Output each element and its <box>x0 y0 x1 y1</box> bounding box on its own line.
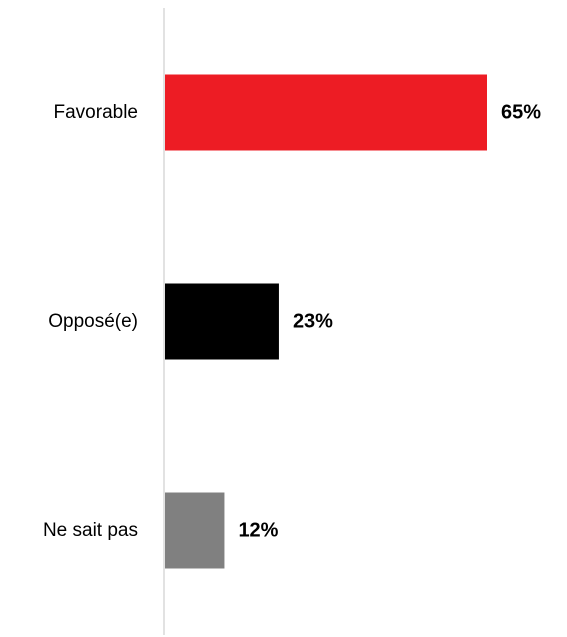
value-label-2: 12% <box>238 520 278 542</box>
bar-0 <box>165 74 487 151</box>
bar-1 <box>165 283 279 360</box>
value-label-0: 65% <box>501 102 541 124</box>
bars-group <box>165 74 487 569</box>
category-label-1: Opposé(e) <box>48 311 138 332</box>
category-label-0: Favorable <box>54 102 139 123</box>
category-label-2: Ne sait pas <box>43 520 138 541</box>
bar-2 <box>165 492 225 569</box>
value-label-1: 23% <box>293 311 333 333</box>
category-labels-group: Favorable Opposé(e) Ne sait pas <box>43 102 138 541</box>
value-labels-group: 65% 23% 12% <box>238 102 541 542</box>
